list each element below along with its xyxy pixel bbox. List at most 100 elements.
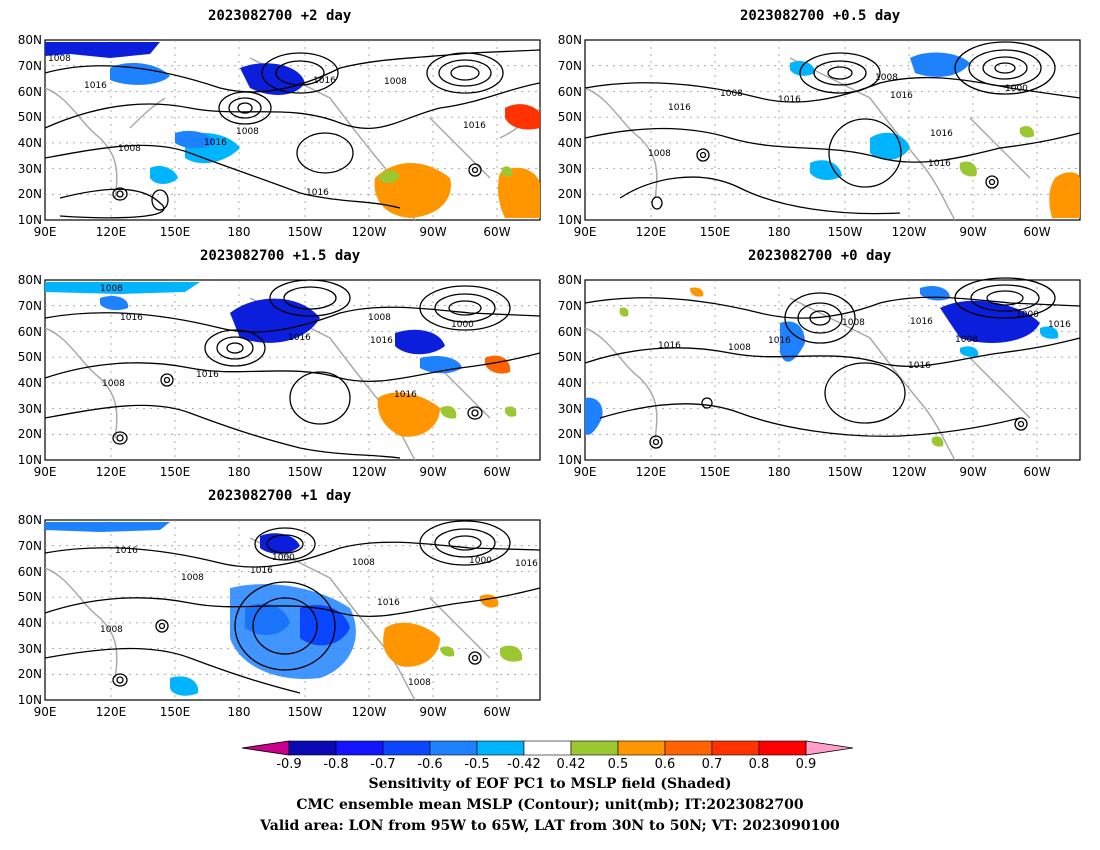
lon-label: 150W: [828, 465, 863, 479]
contour-label: 1016: [288, 333, 311, 343]
contour-label: 1016: [768, 336, 791, 346]
contour-label: 1008: [720, 89, 743, 99]
contour-label: 1008: [408, 678, 431, 688]
lat-label: 70N: [18, 59, 42, 73]
map-panel-2: 1008 1016 1008 1016 1016 1008 1016 1016 …: [18, 273, 541, 479]
colorbar-ticks: -0.9 -0.8 -0.7 -0.6 -0.5 -0.42 0.42 0.5 …: [276, 757, 816, 772]
lon-label: 120W: [352, 225, 387, 239]
colorbar-tick-label: 0.6: [655, 757, 676, 772]
lon-label: 120E: [96, 225, 127, 239]
map-panel-4: 1016 1008 1008 1016 1000 1008 1016 1008 …: [18, 513, 541, 719]
contour-label: 1000: [272, 553, 295, 563]
contour-label: 1016: [668, 103, 691, 113]
contour-label: 1016: [658, 341, 681, 351]
colorbar-bin: [617, 740, 666, 756]
map-panel-3: 1016 1008 1016 1008 1016 1008 1016 1016 …: [558, 273, 1081, 479]
lat-label: 80N: [18, 273, 42, 287]
lon-label: 120W: [352, 705, 387, 719]
lat-label: 50N: [18, 110, 42, 124]
map-frame: [584, 39, 1081, 221]
lon-label: 90E: [34, 465, 57, 479]
contour-label: 1000: [451, 320, 474, 330]
lat-axis-labels: 80N 70N 60N 50N 40N 30N 20N 10N: [558, 273, 582, 467]
lon-label: 90E: [34, 225, 57, 239]
colorbar-tick-label: -0.5: [464, 757, 489, 772]
contour-label: 1008: [102, 379, 125, 389]
lon-axis-labels: 90E 120E 150E 180 150W 120W 90W 60W: [574, 225, 1051, 239]
shading-positive: [377, 355, 517, 437]
lon-label: 120E: [636, 465, 667, 479]
coastline: [584, 297, 1031, 461]
colorbar-tick-label: 0.42: [557, 757, 586, 772]
contour-label: 1016: [377, 598, 400, 608]
lat-label: 70N: [558, 299, 582, 313]
lon-axis-labels: 90E 120E 150E 180 150W 120W 90W 60W: [34, 225, 511, 239]
lat-label: 60N: [18, 565, 42, 579]
contour-label: 1016: [84, 81, 107, 91]
colorbar-bin: [382, 740, 431, 756]
lon-label: 90W: [419, 705, 446, 719]
contour-label: 1016: [928, 159, 951, 169]
contour-label: 1016: [778, 95, 801, 105]
lat-label: 20N: [18, 427, 42, 441]
lat-label: 70N: [558, 59, 582, 73]
lat-label: 70N: [18, 299, 42, 313]
contour-label: 1016: [370, 336, 393, 346]
lat-label: 20N: [558, 427, 582, 441]
colorbar-bin: [476, 740, 525, 756]
panel-title-3: 2023082700 +0 day: [748, 248, 892, 264]
colorbar-tick-label: 0.8: [749, 757, 770, 772]
colorbar-over-arrow: [805, 740, 854, 756]
lat-label: 30N: [558, 402, 582, 416]
colorbar-bin: [335, 740, 384, 756]
mslp-contours: [584, 41, 1081, 215]
lon-label: 120E: [636, 225, 667, 239]
shading-positive: [619, 287, 944, 447]
lat-label: 50N: [18, 350, 42, 364]
contour-label: 1016: [890, 91, 913, 101]
lat-axis-labels: 80N 70N 60N 50N 40N 30N 20N 10N: [18, 33, 42, 227]
contour-label: 1016: [115, 546, 138, 556]
colorbar-under-arrow: [241, 740, 290, 756]
lat-label: 40N: [18, 616, 42, 630]
colorbar-tick-label: -0.9: [276, 757, 301, 772]
contour-label: 1008: [100, 284, 123, 294]
contour-label: 1016: [1048, 320, 1071, 330]
contour-label: 1008: [100, 625, 123, 635]
contour-label: 1008: [236, 127, 259, 137]
colorbar-bin: [711, 740, 760, 756]
contour-label: 1000: [1005, 84, 1028, 94]
contour-label: 1008: [352, 558, 375, 568]
lon-label: 60W: [1023, 225, 1050, 239]
shading-negative: [790, 52, 970, 180]
lat-label: 60N: [18, 325, 42, 339]
lat-label: 60N: [558, 85, 582, 99]
caption-line-2: CMC ensemble mean MSLP (Contour); unit(m…: [296, 797, 804, 813]
contour-labels: 1008 1016 1008 1016 1016 1008 1016 1016 …: [100, 284, 474, 400]
contour-label: 1008: [384, 77, 407, 87]
caption-line-1: Sensitivity of EOF PC1 to MSLP field (Sh…: [368, 776, 732, 792]
shading-positive: [959, 125, 1080, 218]
lat-label: 40N: [558, 136, 582, 150]
lon-label: 90W: [419, 225, 446, 239]
lon-label: 150E: [160, 465, 191, 479]
panel-title-1: 2023082700 +0.5 day: [740, 8, 901, 24]
lon-label: 120W: [892, 225, 927, 239]
lat-label: 50N: [18, 590, 42, 604]
lon-label: 180: [228, 225, 251, 239]
panel-title-4: 2023082700 +1 day: [208, 488, 352, 504]
mslp-contours: [584, 277, 1081, 449]
lat-label: 60N: [18, 85, 42, 99]
contour-label: 1008: [728, 343, 751, 353]
lon-label: 90W: [959, 225, 986, 239]
lat-label: 80N: [558, 273, 582, 287]
lat-label: 10N: [558, 213, 582, 227]
lat-label: 50N: [558, 110, 582, 124]
lon-label: 90E: [574, 225, 597, 239]
lat-label: 30N: [18, 162, 42, 176]
lat-label: 80N: [18, 513, 42, 527]
lat-axis-labels: 80N 70N 60N 50N 40N 30N 20N 10N: [18, 513, 42, 707]
lat-label: 70N: [18, 539, 42, 553]
shading-positive: [374, 104, 540, 218]
map-panel-0: 1008 1016 1016 1008 1016 1008 1016 1016 …: [18, 33, 541, 239]
